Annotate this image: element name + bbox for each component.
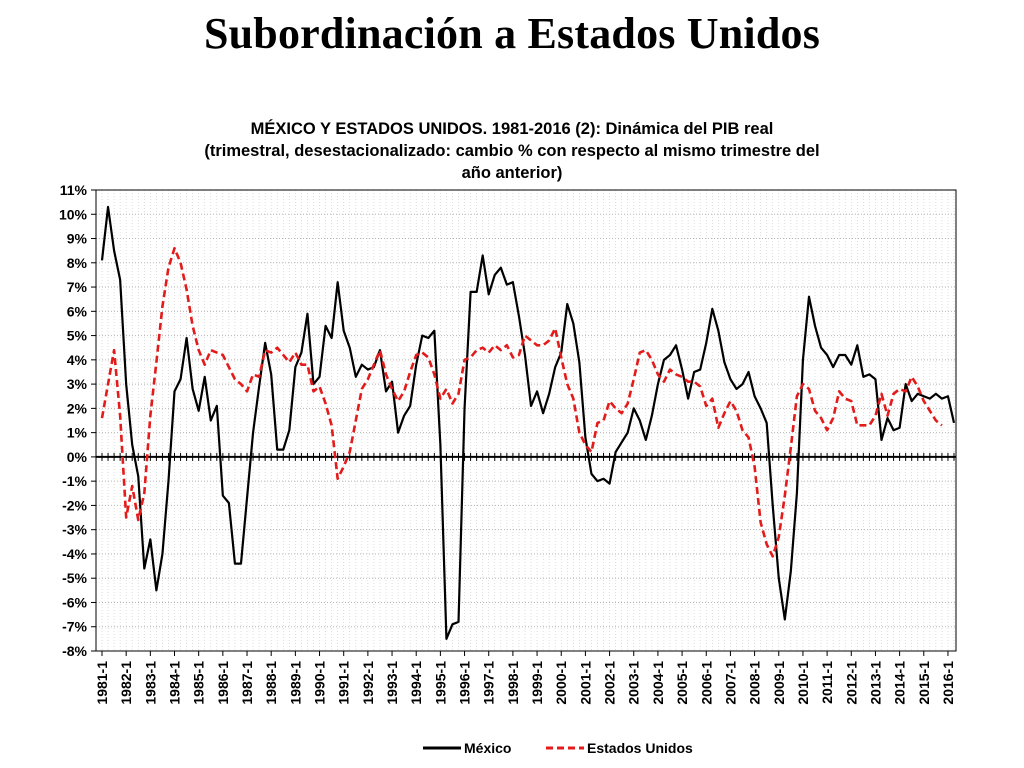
chart-title-line-3: año anterior) xyxy=(461,164,563,182)
y-tick-label: 7% xyxy=(67,279,88,295)
x-tick-label: 2015-1 xyxy=(916,661,932,705)
x-tick-label: 1989-1 xyxy=(287,661,303,705)
y-tick-label: -5% xyxy=(62,570,87,586)
x-tick-label: 1987-1 xyxy=(239,661,255,705)
slide-title: Subordinación a Estados Unidos xyxy=(203,9,821,58)
x-tick-label: 1986-1 xyxy=(215,661,231,705)
x-tick-label: 2012-1 xyxy=(843,661,859,705)
x-tick-label: 1983-1 xyxy=(142,661,158,705)
x-tick-label: 2016-1 xyxy=(940,661,956,705)
y-tick-label: 6% xyxy=(67,303,88,319)
x-tick-label: 1981-1 xyxy=(94,661,110,705)
y-tick-label: 0% xyxy=(67,449,88,465)
x-tick-label: 1991-1 xyxy=(336,661,352,705)
x-tick-label: 2007-1 xyxy=(722,661,738,705)
y-tick-label: 8% xyxy=(67,255,88,271)
x-tick-label: 2000-1 xyxy=(553,661,569,705)
legend-layer: México Estados Unidos xyxy=(423,740,693,756)
x-tick-label: 1984-1 xyxy=(167,661,183,705)
y-tick-label: 11% xyxy=(60,182,88,198)
x-tick-label: 2008-1 xyxy=(747,661,763,705)
y-tick-label: 3% xyxy=(67,376,88,392)
y-tick-label: 9% xyxy=(67,231,88,247)
x-tick-label: 2005-1 xyxy=(674,661,690,705)
y-tick-label: 2% xyxy=(67,400,88,416)
x-tick-label: 1998-1 xyxy=(505,661,521,705)
x-tick-label: 2001-1 xyxy=(577,661,593,705)
x-tick-label: 1994-1 xyxy=(408,661,424,705)
x-tick-label: 1995-1 xyxy=(432,661,448,705)
x-tick-label: 2006-1 xyxy=(698,661,714,705)
axis-layer: 11% 10% 9% 8% 7% 6% 5% 4% 3% 2% 1% 0% -1% -2% -3% -4% -5… xyxy=(59,182,957,705)
x-tick-label: 1985-1 xyxy=(191,661,207,705)
series-line-estados-unidos xyxy=(100,246,943,558)
x-tick-label: 1993-1 xyxy=(384,661,400,705)
y-tick-label: -2% xyxy=(62,497,87,513)
x-tick-label: 2004-1 xyxy=(650,661,666,705)
x-tick-label: 2013-1 xyxy=(867,661,883,705)
x-tick-label: 1992-1 xyxy=(360,661,376,705)
y-tick-label: 4% xyxy=(67,352,88,368)
x-tick-label: 2011-1 xyxy=(819,661,835,704)
y-tick-label: 1% xyxy=(67,425,88,441)
x-tick-label: 2002-1 xyxy=(602,661,618,705)
x-tick-label: 2009-1 xyxy=(771,661,787,705)
chart-title-line-1: MÉXICO Y ESTADOS UNIDOS. 1981-2016 (2): … xyxy=(250,120,774,138)
y-tick-label: -6% xyxy=(62,594,87,610)
y-tick-label: -4% xyxy=(62,546,87,562)
legend-label-mexico: México xyxy=(464,740,511,756)
x-tick-label: 1997-1 xyxy=(481,661,497,705)
y-tick-label: -8% xyxy=(62,643,87,659)
x-tick-label: 1999-1 xyxy=(529,661,545,705)
chart-title: MÉXICO Y ESTADOS UNIDOS. 1981-2016 (2): … xyxy=(150,118,874,184)
y-tick-label: 5% xyxy=(67,328,88,344)
legend-label-estados-unidos: Estados Unidos xyxy=(587,740,693,756)
x-tick-label: 2014-1 xyxy=(892,661,908,705)
y-tick-label: -3% xyxy=(62,522,87,538)
chart-title-line-2: (trimestral, desestacionalizado: cambio … xyxy=(204,142,820,160)
plot-frame xyxy=(95,189,957,652)
series-layer xyxy=(100,205,956,640)
series-line-mexico xyxy=(100,205,956,640)
y-tick-label: -7% xyxy=(62,619,87,635)
grid-layer xyxy=(96,189,956,652)
y-tick-label: -1% xyxy=(62,473,87,489)
x-tick-label: 2003-1 xyxy=(626,661,642,705)
x-tick-label: 1982-1 xyxy=(118,661,134,705)
x-tick-label: 1996-1 xyxy=(457,661,473,705)
x-tick-label: 1990-1 xyxy=(312,661,328,705)
x-tick-label: 1988-1 xyxy=(263,661,279,705)
x-tick-label: 2010-1 xyxy=(795,661,811,705)
y-tick-label: 10% xyxy=(59,206,88,222)
